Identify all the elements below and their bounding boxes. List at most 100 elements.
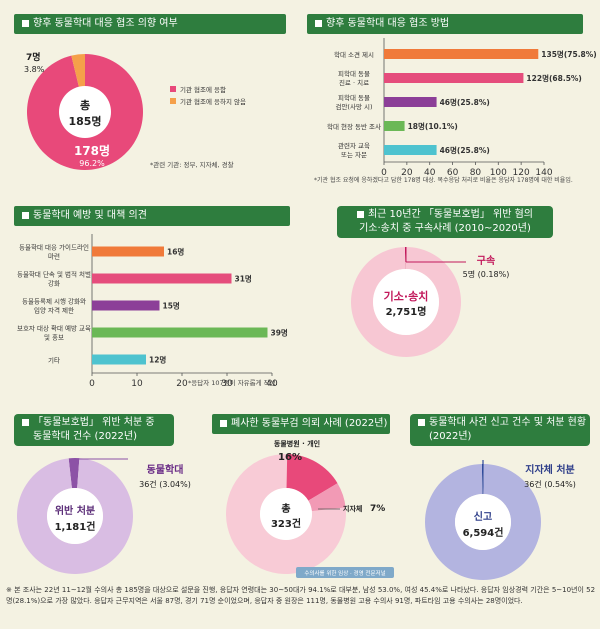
c1-legend-label: 기관 협조에 응함 bbox=[180, 85, 226, 94]
c3-bar-label: 동물학대 단속 및 법적 처벌 bbox=[17, 270, 91, 279]
c1-legend-swatch bbox=[170, 98, 176, 104]
c7-center-value: 6,594건 bbox=[463, 526, 504, 539]
c2-bar bbox=[384, 145, 437, 155]
c7-slice bbox=[481, 464, 484, 495]
c2-bar-label: 피학대 동물 bbox=[338, 93, 370, 102]
section-header-intent: 향후 동물학대 대응 협조 의향 여부 bbox=[14, 14, 286, 34]
section-header-arrests: 최근 10년간 「동물보호법」 위반 혐의 기소·송치 중 구속사례 (2010… bbox=[337, 206, 553, 238]
c7-slice-label: 지자체 처분 bbox=[525, 463, 574, 476]
c2-bar-value: 122명(68.5%) bbox=[526, 73, 581, 83]
c3-bar-value: 12명 bbox=[149, 355, 166, 365]
c3-tick-label: 40 bbox=[266, 379, 278, 389]
c1-center-hole bbox=[59, 86, 111, 138]
c4-center-label: 기소·송치 bbox=[384, 289, 429, 303]
section-header-abuse-count: 「동물보호법」 위반 처분 중 동물학대 건수 (2022년) bbox=[14, 414, 174, 446]
c5-center-hole bbox=[47, 488, 103, 544]
footer-survey-note: ※ 본 조사는 22년 11~12월 수의사 총 185명을 대상으로 설문을 … bbox=[6, 586, 596, 605]
c2-bar bbox=[384, 97, 437, 107]
c1-center-value: 185명 bbox=[68, 114, 101, 128]
c2-tick-label: 100 bbox=[490, 168, 507, 178]
c3-tick-label: 0 bbox=[89, 379, 95, 389]
c7-center-label: 신고 bbox=[474, 510, 492, 523]
c2-tick-label: 80 bbox=[470, 168, 482, 178]
c5-slice-value: 36건 (3.04%) bbox=[139, 479, 191, 489]
c3-bar-value: 39명 bbox=[271, 328, 288, 338]
c3-bar bbox=[92, 354, 146, 365]
c2-tick-label: 40 bbox=[424, 168, 436, 178]
c4-slice-label: 구속 bbox=[477, 255, 495, 267]
square-bullet-icon bbox=[22, 19, 29, 27]
c2-bar-value: 46명(25.8%) bbox=[440, 97, 490, 107]
c3-bar-value: 31명 bbox=[235, 274, 252, 284]
square-bullet-icon bbox=[315, 19, 322, 27]
c3-tick-label: 30 bbox=[221, 379, 233, 389]
c1-slice-label: 7명 bbox=[26, 51, 41, 63]
c1-legend-swatch bbox=[170, 86, 176, 92]
c7-center-hole bbox=[455, 494, 511, 550]
note-prevention: *응답자 107명이 자유롭게 작성. bbox=[188, 379, 278, 387]
c3-bar bbox=[92, 273, 232, 284]
section-header-prevention: 동물학대 예방 및 대책 의견 bbox=[14, 206, 290, 226]
c7-slice-value: 36건 (0.54%) bbox=[524, 479, 576, 489]
c2-bar-label: 학대 소견 제시 bbox=[334, 50, 374, 59]
c3-bar-value: 15명 bbox=[163, 301, 180, 311]
square-bullet-icon bbox=[418, 418, 425, 426]
c2-bar-value: 18명(10.1%) bbox=[408, 121, 458, 131]
c2-tick-label: 20 bbox=[401, 168, 413, 178]
square-bullet-icon bbox=[22, 418, 29, 426]
c3-tick-label: 20 bbox=[176, 379, 188, 389]
c2-bar-label: 또는 자문 bbox=[341, 150, 367, 159]
c2-bar-label: 관련자 교육 bbox=[338, 141, 370, 150]
c6-slice-pct: 7% bbox=[370, 504, 385, 514]
c1-center-label: 총 bbox=[80, 98, 90, 112]
c6-center-label: 총 bbox=[281, 502, 290, 515]
c1-slice-pct: 96.2% bbox=[79, 159, 105, 168]
c3-bar-label: 강화 bbox=[48, 279, 60, 288]
c3-bar-label: 기타 bbox=[48, 356, 60, 365]
c3-bar bbox=[92, 300, 160, 311]
c2-tick-label: 140 bbox=[535, 168, 552, 178]
c5-center-value: 1,181건 bbox=[55, 520, 96, 533]
c6-slice bbox=[286, 454, 338, 501]
c2-bar-label: 진료 · 치료 bbox=[339, 78, 369, 87]
section-header-methods: 향후 동물학대 대응 협조 방법 bbox=[307, 14, 583, 34]
c3-bar-label: 및 홍보 bbox=[44, 333, 64, 342]
c3-bar-label: 입양 자격 제한 bbox=[34, 306, 74, 315]
c1-slice-pct: 3.8% bbox=[24, 65, 45, 74]
c6-slice-label: 수의사를 위한 임상 · 경영 전문저널 bbox=[304, 569, 385, 577]
c6-journal-banner bbox=[296, 567, 394, 578]
c3-bar bbox=[92, 327, 268, 338]
c2-bar bbox=[384, 49, 539, 59]
c4-slice bbox=[351, 247, 462, 357]
square-bullet-icon bbox=[356, 210, 364, 218]
c5-slice-label: 동물학대 bbox=[147, 463, 184, 476]
c2-tick-label: 120 bbox=[513, 168, 530, 178]
c3-bar bbox=[92, 246, 164, 257]
c2-bar-label: 피학대 동물 bbox=[338, 69, 370, 78]
c1-legend-label: 기관 협조에 응하지 않음 bbox=[180, 97, 246, 106]
c2-tick-label: 0 bbox=[381, 168, 387, 178]
section-header-reports: 동물학대 사건 신고 건수 및 처분 현황 (2022년) bbox=[410, 414, 590, 446]
c2-bar bbox=[384, 73, 524, 83]
c2-bar-label: 학대 현장 동반 조사 bbox=[327, 122, 381, 131]
c3-bar-value: 16명 bbox=[167, 247, 184, 257]
note-agencies: *관련 기관: 정부, 지자체, 경찰 bbox=[150, 161, 234, 169]
square-bullet-icon bbox=[22, 211, 29, 219]
c2-tick-label: 60 bbox=[447, 168, 459, 178]
c2-bar-value: 46명(25.8%) bbox=[440, 145, 490, 155]
c6-slice-pct: 16% bbox=[278, 452, 302, 463]
c3-bar-label: 동물학대 대응 가이드라인 bbox=[19, 243, 89, 252]
c3-tick-label: 10 bbox=[131, 379, 143, 389]
c3-bar-label: 마련 bbox=[48, 252, 60, 261]
c3-bar-label: 동물등록제 시행 강화와 bbox=[22, 297, 86, 306]
section-header-autopsy: 폐사한 동물부검 의뢰 사례 (2022년) bbox=[212, 414, 390, 434]
c2-bar bbox=[384, 121, 405, 131]
c6-slice-label: 동물병원 · 개인 bbox=[274, 439, 320, 448]
c1-slice-label: 178명 bbox=[74, 144, 110, 158]
c6-center-value: 323건 bbox=[271, 517, 301, 530]
c4-slice-value: 5명 (0.18%) bbox=[463, 269, 510, 279]
note-methods: *기관 협조 요청에 응하겠다고 답한 178명 대상. 복수응답 처리로 비율… bbox=[314, 177, 573, 184]
c6-center-hole bbox=[260, 488, 312, 540]
c6-slice bbox=[308, 483, 346, 512]
